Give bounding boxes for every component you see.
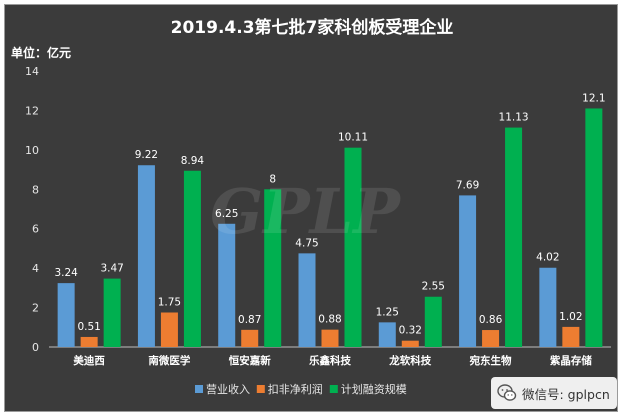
y-tick-label: 14 <box>25 65 39 78</box>
data-label: 4.75 <box>295 237 318 249</box>
bar <box>218 223 236 347</box>
bar <box>459 195 477 347</box>
data-label: 0.86 <box>479 314 503 326</box>
category-label: 宛东生物 <box>469 354 512 367</box>
bar <box>183 170 201 347</box>
bar <box>585 108 603 347</box>
watermark: GPLP <box>210 175 402 248</box>
y-tick-label: 12 <box>25 104 39 117</box>
bar-chart: 2019.4.3第七批7家科创板受理企业 单位：亿元 0 2 4 6 8 10 12 14 3… <box>11 17 611 396</box>
bar <box>103 278 121 347</box>
category-label: 恒安嘉新 <box>229 354 271 367</box>
data-label: 11.13 <box>499 112 529 124</box>
bar <box>321 329 339 347</box>
bar <box>482 330 500 347</box>
bar <box>241 329 259 347</box>
bar <box>160 312 178 347</box>
data-label: 4.02 <box>536 252 559 264</box>
bar <box>137 165 155 347</box>
data-label: 0.88 <box>318 314 341 326</box>
legend-swatch <box>256 385 265 393</box>
legend-label: 计划融资规模 <box>341 382 407 396</box>
data-label: 1.25 <box>376 306 399 318</box>
bars-group <box>57 108 603 347</box>
category-labels-group: 美迪西 南微医学 恒安嘉新 乐鑫科技 龙软科技 宛东生物 紫晶存储 <box>73 354 592 367</box>
y-tick-label: 4 <box>32 262 39 275</box>
data-label: 0.51 <box>77 321 100 333</box>
bar <box>424 296 442 347</box>
bar <box>298 253 316 347</box>
legend-label: 营业收入 <box>206 382 250 396</box>
legend-swatch <box>329 385 338 393</box>
bar <box>539 267 557 347</box>
data-label: 1.75 <box>158 297 181 309</box>
data-label: 12.1 <box>582 92 605 104</box>
wechat-badge: 微信号: gplpcn <box>491 377 617 409</box>
bar <box>264 189 282 347</box>
data-label: 7.69 <box>456 179 479 191</box>
y-tick-label: 2 <box>32 302 39 315</box>
legend-swatch <box>195 385 203 393</box>
data-label: 10.11 <box>338 132 368 144</box>
data-label: 9.22 <box>135 149 158 161</box>
data-labels-group: 3.24 0.51 3.47 9.22 1.75 8.94 6.25 0.87 8 4.75 0.8… <box>54 92 605 336</box>
data-label: 1.02 <box>559 311 582 323</box>
category-label: 龙软科技 <box>388 354 431 367</box>
y-tick-label: 6 <box>32 223 39 236</box>
y-tick-label: 0 <box>32 341 39 354</box>
data-label: 6.25 <box>215 208 238 220</box>
data-label: 3.24 <box>54 267 78 279</box>
data-label: 0.32 <box>399 325 422 337</box>
y-tick-label: 8 <box>32 183 39 196</box>
bar <box>505 127 523 347</box>
bar <box>401 340 419 347</box>
category-label: 乐鑫科技 <box>309 354 351 367</box>
category-label: 紫晶存储 <box>550 354 592 367</box>
data-label: 2.55 <box>422 281 445 293</box>
data-label: 8.94 <box>181 155 205 167</box>
bar <box>80 336 98 347</box>
bar <box>562 326 580 347</box>
chart-frame: 2019.4.3第七批7家科创板受理企业 单位：亿元 0 2 4 6 8 10 12 14 3… <box>4 4 618 412</box>
wechat-icon <box>497 384 517 401</box>
category-label: 南微医学 <box>148 354 190 367</box>
data-label: 0.87 <box>238 314 261 326</box>
wechat-id: 微信号: gplpcn <box>522 386 610 402</box>
unit-label: 单位：亿元 <box>11 45 71 60</box>
legend: 营业收入 扣非净利润 计划融资规模 <box>195 382 407 396</box>
data-label: 8 <box>269 173 276 185</box>
y-axis: 0 2 4 6 8 10 12 14 <box>25 65 39 354</box>
legend-label: 扣非净利润 <box>268 382 323 396</box>
data-label: 3.47 <box>100 263 123 275</box>
bar <box>378 322 396 347</box>
y-tick-label: 10 <box>25 144 39 157</box>
category-label: 美迪西 <box>73 354 105 367</box>
chart-title: 2019.4.3第七批7家科创板受理企业 <box>171 17 454 38</box>
bar <box>344 147 362 347</box>
bar <box>57 283 75 347</box>
